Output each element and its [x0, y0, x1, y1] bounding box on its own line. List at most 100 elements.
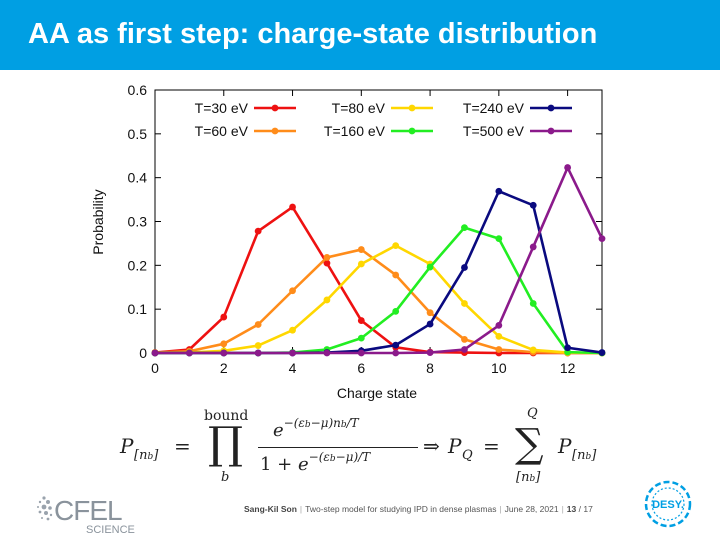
data-point [529, 346, 537, 354]
sum-symbol: ∑ [515, 421, 544, 467]
data-point [564, 164, 572, 171]
data-point [495, 321, 503, 329]
sum-lower-limit: [nb] [516, 470, 541, 485]
pq-symbol: P [448, 434, 462, 458]
data-point [426, 320, 434, 328]
data-point [254, 342, 262, 349]
series-line [154, 248, 602, 355]
footer-total: / 17 [578, 504, 593, 514]
cfel-logo-text: CFEL [54, 495, 122, 526]
data-point [495, 346, 503, 353]
data-point [495, 332, 503, 340]
data-point [254, 227, 262, 235]
series-5 [151, 164, 606, 357]
footer-date: June 28, 2021 [504, 504, 559, 514]
series-2 [151, 242, 606, 357]
y-tick-label: 0.3 [128, 214, 148, 230]
data-point [598, 349, 606, 356]
x-tick-label: 8 [426, 360, 434, 376]
data-point [392, 271, 400, 279]
x-tick-label: 2 [220, 360, 228, 376]
footer-talk-title: Two-step model for studying IPD in dense… [305, 504, 497, 514]
data-point [185, 349, 193, 357]
footer-author: Sang-Kil Son [244, 504, 297, 514]
y-axis-label: Probability [90, 189, 106, 254]
legend-marker [408, 127, 416, 135]
data-point [357, 317, 365, 324]
x-tick-label: 6 [357, 360, 365, 376]
data-point [529, 300, 537, 307]
series-4 [151, 187, 606, 357]
desy-logo: DESY. [644, 480, 692, 528]
series-1 [151, 246, 606, 357]
legend-label: T=160 eV [324, 123, 386, 139]
data-point [426, 349, 434, 356]
legend-label: T=500 eV [463, 123, 525, 139]
title-bar: AA as first step: charge-state distribut… [0, 0, 720, 70]
sum-term: P [558, 434, 572, 458]
legend-label: T=80 eV [332, 100, 386, 116]
legend: T=30 eV T=60 eV T=80 eV T=160 eV T=240 eV T=5… [195, 100, 572, 139]
data-point [461, 264, 468, 271]
data-point [392, 242, 400, 250]
y-tick-label: 0 [139, 345, 147, 361]
series-line [155, 166, 604, 355]
legend-marker [547, 127, 555, 135]
data-point [323, 296, 331, 304]
legend-label: T=60 eV [195, 123, 249, 139]
fraction-bar [258, 447, 418, 448]
cfel-logo-subtext: SCIENCE [86, 524, 135, 536]
legend-label: T=240 eV [463, 100, 525, 116]
legend-marker [271, 104, 279, 112]
data-point [289, 349, 296, 357]
charge-state-chart: 0 2 4 6 8 10 12 0 0.1 0.2 0.3 0.4 0.5 0.6 T=30 eV T=60… [90, 82, 606, 401]
legend-marker [547, 104, 555, 112]
data-point [323, 259, 331, 267]
formula-lhs-sub: [nb] [134, 448, 159, 463]
desy-logo-text: DESY. [652, 499, 684, 511]
product-lower-limit: b [221, 470, 230, 485]
x-tick-label: 4 [289, 360, 297, 376]
data-point [461, 300, 468, 307]
data-point [254, 349, 262, 357]
numerator: e−(εb−μ)nb/T [273, 416, 359, 441]
probability-formula: P [nb] = bound ∏ b e−(εb−μ)nb/T 1 + e−(ε… [118, 404, 618, 494]
data-point [598, 235, 606, 242]
series-3 [151, 224, 606, 357]
series-layer [151, 164, 606, 357]
x-tick-label: 10 [491, 360, 507, 376]
x-axis-label: Charge state [337, 385, 417, 401]
data-point [151, 349, 159, 357]
sum-upper-limit: Q [527, 406, 538, 421]
data-point [254, 321, 262, 328]
legend-marker [408, 104, 416, 112]
data-point [426, 309, 434, 317]
data-point [495, 187, 503, 195]
y-tick-label: 0.5 [128, 126, 148, 142]
series-line [155, 189, 603, 355]
denominator: 1 + e−(εb−μ)/T [260, 450, 371, 475]
data-point [564, 344, 572, 352]
y-tick-label: 0.4 [128, 170, 148, 186]
formula-lhs: P [120, 434, 134, 458]
data-point [495, 235, 503, 242]
data-point [529, 243, 537, 251]
y-tick-label: 0.2 [128, 257, 148, 273]
y-tick-label: 0.6 [128, 82, 148, 98]
y-tick-label: 0.1 [128, 301, 148, 317]
implies-arrow: ⇒ [423, 434, 440, 458]
series-line [154, 244, 603, 355]
data-point [220, 340, 228, 348]
data-point [289, 287, 296, 295]
data-point [529, 201, 537, 209]
formula-equals-2: = [483, 434, 500, 458]
data-point [323, 349, 331, 357]
series-line [154, 205, 602, 355]
legend-label: T=30 eV [195, 100, 249, 116]
data-point [323, 254, 331, 261]
data-point [357, 334, 365, 342]
data-point [289, 203, 296, 211]
cfel-logo: CFEL SCIENCE [37, 495, 135, 536]
slide-title: AA as first step: charge-state distribut… [28, 18, 598, 50]
x-tick-label: 0 [151, 360, 159, 376]
